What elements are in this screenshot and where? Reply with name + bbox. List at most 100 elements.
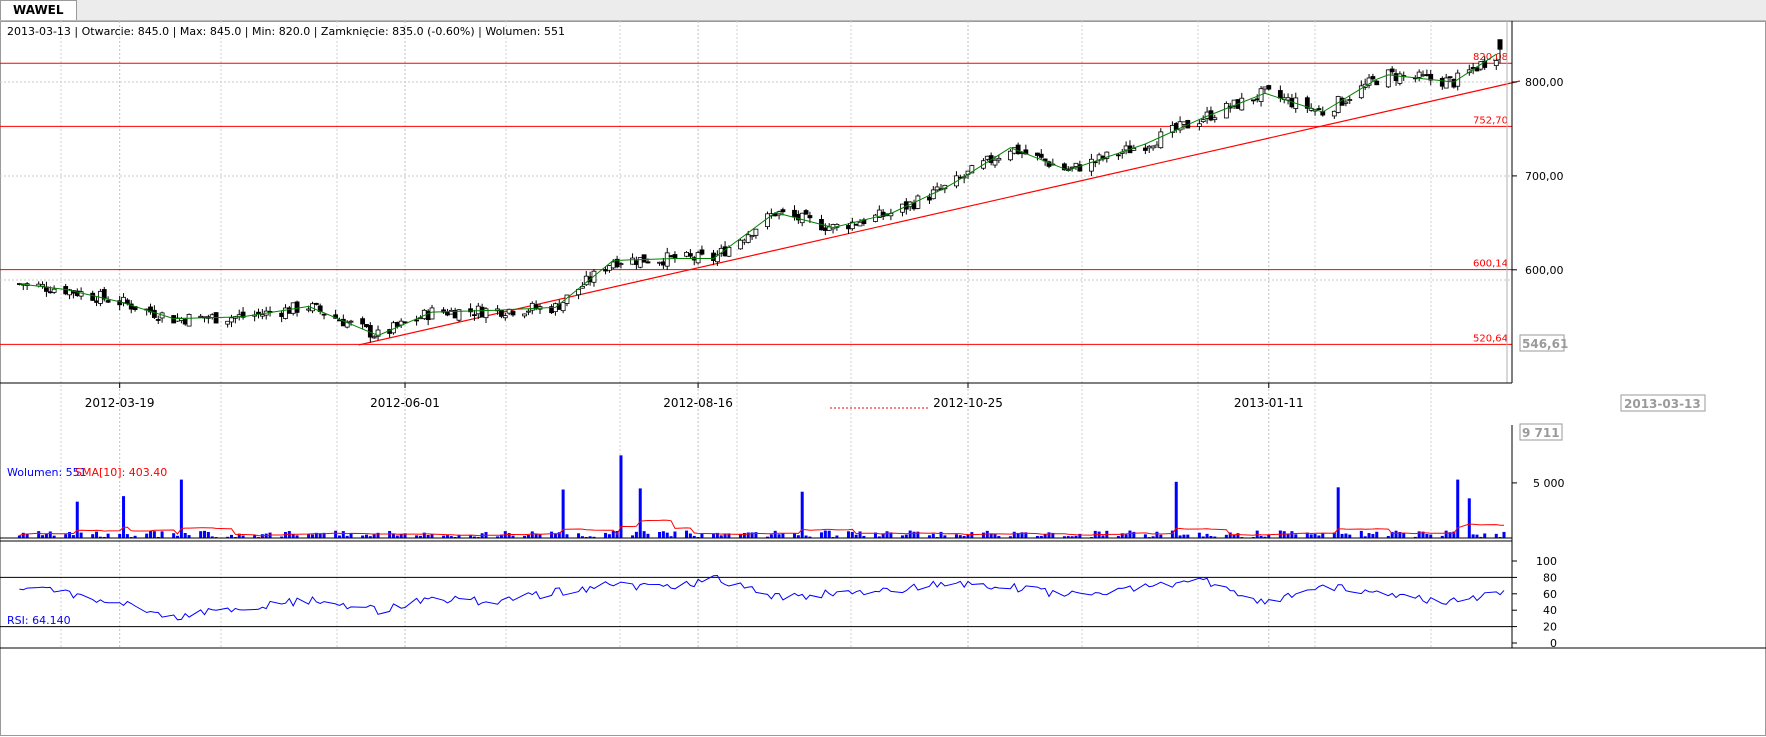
- candle-up: [630, 257, 635, 265]
- candle-down: [1374, 80, 1380, 86]
- volume-bar: [1309, 534, 1313, 538]
- volume-bar: [557, 532, 561, 538]
- volume-bar: [665, 532, 669, 538]
- volume-bar: [41, 535, 45, 538]
- volume-bar: [1020, 532, 1024, 538]
- volume-bar: [307, 533, 311, 538]
- candle-up: [637, 257, 643, 268]
- volume-bar: [658, 531, 662, 538]
- candle-up: [714, 254, 720, 263]
- volume-bar: [526, 534, 530, 538]
- volume-bar: [827, 530, 831, 538]
- volume-bar: [908, 530, 912, 538]
- candle-down: [155, 319, 161, 321]
- volume-bar: [773, 530, 777, 538]
- volume-bar: [237, 533, 241, 538]
- volume-bar: [607, 534, 611, 538]
- rsi-tick-label: 100: [1536, 555, 1557, 568]
- volume-bar: [395, 535, 399, 538]
- volume-bar: [449, 536, 453, 538]
- candle-down: [402, 321, 408, 324]
- volume-bar: [430, 534, 434, 538]
- volume-bar: [823, 530, 827, 538]
- candle-up: [1420, 74, 1426, 77]
- cursor-value-box: [1519, 334, 1565, 352]
- candle-up: [1358, 85, 1364, 99]
- volume-bar: [993, 533, 997, 538]
- candle-up: [290, 302, 296, 314]
- volume-bar: [611, 531, 615, 538]
- volume-bar: [310, 534, 314, 538]
- volume-axis: 5 000: [1512, 477, 1565, 490]
- volume-bar: [800, 491, 804, 538]
- volume-bar: [792, 533, 796, 538]
- volume-bar: [469, 534, 473, 538]
- volume-bar: [885, 531, 889, 538]
- volume-bar: [873, 532, 877, 538]
- candle-up: [229, 317, 234, 323]
- candle-down: [603, 269, 608, 272]
- volume-bar: [415, 535, 419, 538]
- volume-bar: [981, 532, 985, 538]
- volume-bar: [1344, 533, 1348, 538]
- candle-up: [236, 314, 242, 317]
- candle-up: [1335, 96, 1341, 113]
- volume-bar: [631, 535, 635, 538]
- volume-bar: [777, 534, 781, 538]
- volume-bar: [604, 532, 608, 538]
- candle-down: [472, 314, 477, 317]
- candle-up: [576, 288, 581, 296]
- candle-down: [1115, 154, 1121, 157]
- candle-up: [726, 247, 732, 257]
- volume-bar: [206, 531, 210, 538]
- candle-up: [1416, 71, 1422, 78]
- candle-down: [294, 301, 300, 313]
- volume-bar: [176, 535, 180, 538]
- volume-bar: [368, 536, 372, 538]
- candle-up: [306, 308, 312, 311]
- volume-bar: [634, 531, 638, 538]
- volume-bar: [106, 533, 110, 538]
- volume-bar: [1282, 531, 1286, 538]
- candle-down: [1035, 152, 1040, 156]
- candle-up: [610, 261, 616, 269]
- trendline[interactable]: [358, 80, 1521, 346]
- candle-up: [749, 235, 755, 238]
- volume-bar: [1236, 533, 1240, 538]
- candle-down: [364, 324, 369, 328]
- volume-bar: [854, 534, 858, 538]
- rsi-tick-label: 20: [1543, 621, 1557, 634]
- candle-down: [151, 309, 157, 318]
- volume-bar: [1116, 536, 1120, 538]
- volume-bar: [314, 532, 318, 538]
- candle-up: [695, 252, 701, 264]
- volume-bars: [17, 455, 1506, 538]
- volume-bar: [149, 530, 153, 538]
- candle-up: [1150, 145, 1156, 149]
- tab-wawel[interactable]: WAWEL: [0, 0, 77, 20]
- candle-down: [321, 313, 327, 316]
- volume-bar: [954, 534, 958, 538]
- price-axis: 800,00 700,00 600,00: [1512, 76, 1564, 277]
- volume-bar: [619, 455, 623, 538]
- volume-tick-label: 5 000: [1533, 477, 1565, 490]
- volume-max-box: [1519, 423, 1563, 441]
- volume-bar: [1467, 498, 1471, 538]
- stock-chart[interactable]: 2013-03-13 | Otwarcie: 845.0 | Max: 845.…: [0, 21, 1766, 737]
- volume-bar: [1359, 530, 1363, 538]
- candle-up: [1347, 99, 1353, 101]
- rsi-line: [19, 574, 1505, 621]
- candle-up: [1089, 158, 1094, 172]
- candle-down: [101, 289, 107, 300]
- candle-down: [1277, 90, 1283, 99]
- candle-up: [375, 329, 381, 337]
- candle-up: [186, 313, 192, 327]
- candle-down: [1173, 123, 1179, 130]
- volume-bar: [48, 531, 52, 538]
- volume-bar: [1039, 535, 1043, 538]
- volume-bar: [1440, 535, 1444, 538]
- volume-bar: [102, 536, 106, 538]
- sma-legend: SMA[10]: 403.40: [75, 466, 167, 479]
- candle-down: [792, 209, 797, 217]
- volume-bar: [422, 532, 426, 538]
